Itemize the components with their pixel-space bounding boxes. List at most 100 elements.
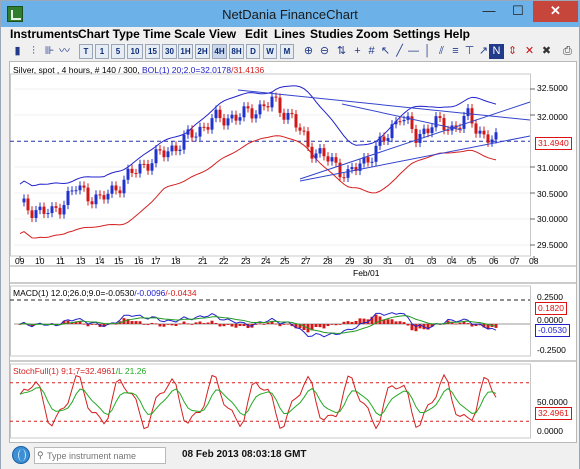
menu-settings[interactable]: Settings (393, 27, 441, 41)
candle-body (234, 114, 238, 121)
price-tick-label: 30.5000 (537, 189, 568, 199)
candle-body (186, 129, 190, 135)
macd-histogram-bar (354, 320, 358, 324)
macd-tick-label: 0.0000 (537, 315, 563, 325)
grid-icon[interactable]: # (368, 45, 375, 57)
candle-body (254, 114, 258, 119)
macd-histogram-bar (370, 316, 374, 324)
close-button[interactable]: ✕ (533, 1, 578, 22)
crosshair-icon[interactable]: + (354, 45, 361, 57)
macd-histogram-bar (358, 318, 362, 324)
menu-lines[interactable]: Lines (274, 27, 306, 41)
candle-body (306, 131, 310, 147)
vertical-line-icon[interactable]: │ (424, 45, 431, 57)
menu-studies[interactable]: Studies (310, 27, 354, 41)
macd-histogram-bar (398, 321, 402, 324)
flip-icon[interactable]: ⇕ (507, 45, 518, 57)
delete-all-icon[interactable]: ✖ (541, 45, 552, 57)
macd-histogram-bar (382, 319, 386, 324)
menu-chart-type[interactable]: Chart Type (78, 27, 140, 41)
timeframe-button-8h[interactable]: 8H (229, 44, 244, 59)
cursor-icon[interactable]: ↖ (380, 45, 391, 57)
candle-body (22, 198, 26, 203)
arrow-tool-icon[interactable]: ↗ (478, 45, 489, 57)
macd-histogram-bar (202, 323, 206, 324)
time-tick-label: 06 (489, 256, 499, 266)
macd-histogram-bar (254, 324, 258, 325)
timeframe-button-30[interactable]: 30 (162, 44, 177, 59)
bollinger-upper-band (19, 85, 497, 187)
timeframe-button-1[interactable]: 1 (95, 44, 109, 59)
time-tick-label: 23 (241, 256, 251, 266)
macd-histogram-bar (174, 324, 178, 326)
auto-scale-icon[interactable]: ⇅ (336, 45, 347, 57)
macd-tick-label: -0.2500 (537, 345, 566, 355)
bar-chart-icon[interactable]: ⫶ (32, 45, 35, 57)
instrument-search-input[interactable] (34, 447, 166, 464)
candlestick-chart-icon[interactable]: ▮ (14, 45, 21, 57)
time-tick-label: 24 (261, 256, 271, 266)
candle-body (462, 115, 466, 129)
timeframe-button-1h[interactable]: 1H (178, 44, 193, 59)
macd-histogram-bar (334, 324, 338, 326)
trendline-icon[interactable]: ╱ (396, 45, 403, 57)
candle-body (474, 123, 478, 134)
text-tool-icon[interactable]: ⊤ (464, 45, 475, 57)
macd-histogram-bar (82, 323, 86, 325)
candle-body (458, 127, 462, 129)
candle-body (50, 206, 54, 214)
minimize-button[interactable]: — (482, 3, 496, 18)
print-icon[interactable]: ⎙ (563, 45, 572, 57)
candle-body (138, 163, 142, 174)
title-bar[interactable]: NetDania FinanceChart — ☐ ✕ (1, 1, 579, 27)
candle-body (338, 162, 342, 178)
chart-area[interactable]: 09 10 11 13 14 15 16 17 18 21 22 23 24 25 27 28 29 30 31 01… (9, 61, 577, 443)
maximize-button[interactable]: ☐ (512, 3, 524, 18)
timeframe-button-m[interactable]: M (280, 44, 294, 59)
macd-histogram-bar (302, 324, 306, 330)
horizontal-line-icon[interactable]: ― (408, 45, 419, 57)
line-mode-icon[interactable]: N (489, 44, 504, 59)
candle-body (414, 128, 418, 143)
price-tick-label: 29.5000 (537, 240, 568, 250)
macd-histogram-bar (318, 324, 322, 328)
timeframe-button-15[interactable]: 15 (145, 44, 160, 59)
timeframe-button-2h[interactable]: 2H (195, 44, 210, 59)
timeframe-button-4h[interactable]: 4H (212, 44, 227, 59)
zoom-out-icon[interactable]: ⊖ (319, 45, 330, 57)
menu-time-scale[interactable]: Time Scale (143, 27, 206, 41)
fibonacci-icon[interactable]: ≡ (452, 45, 459, 57)
candle-body (246, 106, 250, 109)
menu-help[interactable]: Help (444, 27, 471, 41)
candle-body (118, 190, 122, 194)
price-tick-label: 30.0000 (537, 214, 568, 224)
macd-histogram-bar (194, 322, 198, 324)
candle-body (290, 112, 294, 115)
timeframe-button-w[interactable]: W (263, 44, 277, 59)
menu-instruments[interactable]: Instruments (10, 27, 79, 41)
menu-edit[interactable]: Edit (245, 27, 268, 41)
macd-histogram-bar (30, 324, 34, 327)
timeframe-button-t[interactable]: T (79, 44, 93, 59)
menu-view[interactable]: View (209, 27, 237, 41)
channel-icon[interactable]: ⫽ (439, 45, 444, 57)
delete-icon[interactable]: ✕ (524, 45, 535, 57)
menu-zoom[interactable]: Zoom (356, 27, 389, 41)
timeframe-button-5[interactable]: 5 (111, 44, 125, 59)
macd-histogram-bar (486, 324, 490, 329)
timeframe-button-d[interactable]: D (246, 44, 260, 59)
instrument-info-label: Silver, spot , 4 hours, # 140 / 300, (13, 65, 142, 75)
line-chart-icon[interactable]: 〰 (59, 45, 70, 57)
candle-body (58, 207, 62, 215)
chart-canvas[interactable]: 09 10 11 13 14 15 16 17 18 21 22 23 24 25 27 28 29 30 31 01… (10, 62, 576, 442)
zoom-in-icon[interactable]: ⊕ (303, 45, 314, 57)
ohlc-chart-icon[interactable]: ⊪ (44, 45, 55, 57)
candle-body (494, 132, 498, 140)
macd-histogram-bar (470, 324, 474, 327)
macd-histogram-bar (138, 321, 142, 324)
candle-body (122, 179, 126, 194)
globe-icon[interactable] (12, 446, 30, 464)
candle-body (42, 206, 46, 214)
stoch-tick-label: 0.0000 (537, 426, 563, 436)
timeframe-button-10[interactable]: 10 (127, 44, 143, 59)
